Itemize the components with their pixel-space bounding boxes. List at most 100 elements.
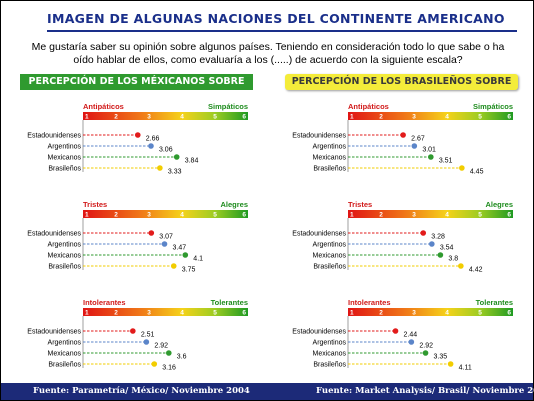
scale-tick-label: 1 bbox=[350, 114, 354, 121]
data-value-label: 3.75 bbox=[182, 267, 196, 274]
scale-label-negative: Antipáticos bbox=[83, 102, 124, 111]
data-value-label: 3.33 bbox=[168, 169, 182, 176]
scale-tick-label: 4 bbox=[180, 114, 184, 121]
title-underline bbox=[47, 30, 517, 32]
scale-label-positive: Tolerantes bbox=[211, 298, 248, 307]
row-label: Mexicanos bbox=[313, 155, 347, 162]
scale-label-positive: Tolerantes bbox=[476, 298, 513, 307]
scale-tick-label: 4 bbox=[445, 310, 449, 317]
data-value-label: 2.92 bbox=[419, 343, 433, 350]
data-value-label: 4.11 bbox=[459, 365, 472, 372]
scale-gradient-bar bbox=[348, 308, 513, 316]
data-point bbox=[400, 132, 406, 138]
scale-gradient-bar bbox=[348, 112, 513, 120]
data-point bbox=[166, 350, 172, 356]
charts-canvas: Antipáticos Simpáticos 1 2 3 4 5 6 Estadounidens… bbox=[27, 102, 513, 372]
scale-label-negative: Intolerantes bbox=[348, 298, 391, 307]
scale-tick-label: 1 bbox=[350, 310, 354, 317]
data-point bbox=[392, 328, 399, 334]
chart-panel-brasil-antipaticos: Antipáticos Simpáticos 1 2 3 4 5 6 Estadounidens… bbox=[292, 102, 513, 176]
scale-tick-label: 6 bbox=[242, 310, 246, 317]
row-label: Estadounidenses bbox=[292, 329, 346, 336]
chart-panel-mexico-tristes: Tristes Alegres 1 2 3 4 5 6 Estadounidenses 3.07 A… bbox=[27, 200, 248, 274]
data-value-label: 3.84 bbox=[185, 158, 199, 165]
scale-tick-label: 5 bbox=[213, 310, 217, 317]
data-point bbox=[134, 132, 141, 138]
scale-tick-label: 3 bbox=[412, 114, 416, 121]
scale-label-positive: Alegres bbox=[220, 200, 248, 209]
scale-label-positive: Simpáticos bbox=[208, 102, 248, 111]
row-label: Argentinos bbox=[48, 242, 82, 249]
row-label: Mexicanos bbox=[313, 351, 347, 358]
data-value-label: 2.66 bbox=[146, 136, 160, 143]
row-label: Estadounidenses bbox=[27, 231, 81, 238]
scale-tick-label: 4 bbox=[180, 212, 184, 219]
scale-tick-label: 2 bbox=[379, 212, 383, 219]
data-value-label: 4.45 bbox=[470, 169, 484, 176]
scale-tick-label: 5 bbox=[478, 310, 482, 317]
scale-tick-label: 3 bbox=[412, 212, 416, 219]
data-value-label: 3.16 bbox=[162, 365, 176, 372]
data-point bbox=[437, 252, 444, 258]
scale-tick-label: 4 bbox=[445, 212, 449, 219]
scale-tick-label: 1 bbox=[85, 212, 89, 219]
data-point bbox=[148, 143, 154, 149]
survey-question: Me gustaría saber su opinión sobre algun… bbox=[31, 41, 505, 66]
data-point bbox=[459, 165, 465, 171]
scale-tick-label: 6 bbox=[242, 114, 246, 121]
scale-gradient-bar bbox=[83, 210, 248, 218]
data-point bbox=[428, 154, 434, 160]
scale-tick-label: 5 bbox=[213, 212, 217, 219]
scale-tick-label: 3 bbox=[147, 212, 151, 219]
data-value-label: 3.06 bbox=[159, 147, 173, 154]
scale-tick-label: 4 bbox=[445, 114, 449, 121]
scale-tick-label: 6 bbox=[242, 212, 246, 219]
data-value-label: 4.42 bbox=[469, 267, 483, 274]
data-value-label: 2.51 bbox=[141, 332, 155, 339]
chart-panel-brasil-tristes: Tristes Alegres 1 2 3 4 5 6 Estadounidenses 3.28 A… bbox=[292, 200, 513, 274]
scale-tick-label: 1 bbox=[350, 212, 354, 219]
scale-tick-label: 5 bbox=[478, 114, 482, 121]
data-value-label: 2.67 bbox=[411, 136, 425, 143]
data-value-label: 3.35 bbox=[434, 354, 448, 361]
data-point bbox=[429, 241, 435, 247]
scale-tick-label: 2 bbox=[379, 114, 383, 121]
chart-panel-mexico-antipaticos: Antipáticos Simpáticos 1 2 3 4 5 6 Estadounidens… bbox=[27, 102, 248, 176]
row-label: Brasileños bbox=[313, 166, 346, 173]
scale-tick-label: 2 bbox=[114, 212, 118, 219]
row-label: Argentinos bbox=[313, 144, 347, 151]
data-value-label: 3.8 bbox=[448, 256, 458, 263]
row-label: Mexicanos bbox=[48, 253, 82, 260]
data-value-label: 4.1 bbox=[193, 256, 203, 263]
scale-tick-label: 6 bbox=[507, 310, 511, 317]
row-label: Argentinos bbox=[48, 340, 82, 347]
scale-tick-label: 3 bbox=[147, 310, 151, 317]
row-label: Argentinos bbox=[313, 242, 347, 249]
row-label: Estadounidenses bbox=[292, 231, 346, 238]
row-label: Mexicanos bbox=[48, 351, 82, 358]
scale-gradient-bar bbox=[348, 210, 513, 218]
page-title: IMAGEN DE ALGUNAS NACIONES DEL CONTINENT… bbox=[47, 11, 505, 26]
scale-tick-label: 2 bbox=[379, 310, 383, 317]
footer-bar: Fuente: Parametría/ México/ Noviembre 20… bbox=[1, 383, 534, 400]
row-label: Estadounidenses bbox=[27, 329, 81, 336]
data-point bbox=[458, 263, 464, 269]
row-label: Estadounidenses bbox=[27, 133, 81, 140]
scale-gradient-bar bbox=[83, 112, 248, 120]
row-label: Brasileños bbox=[48, 166, 81, 173]
data-value-label: 3.28 bbox=[431, 234, 445, 241]
scale-label-negative: Tristes bbox=[83, 200, 107, 209]
data-point bbox=[182, 252, 189, 258]
scale-label-negative: Antipáticos bbox=[348, 102, 389, 111]
data-value-label: 3.07 bbox=[159, 234, 173, 241]
scale-tick-label: 6 bbox=[507, 114, 511, 121]
scale-tick-label: 2 bbox=[114, 310, 118, 317]
data-point bbox=[157, 165, 163, 171]
data-point bbox=[411, 143, 418, 149]
data-point bbox=[151, 361, 158, 367]
data-point bbox=[148, 230, 155, 236]
footer-source-brasil: Fuente: Market Analysis/ Brasil/ Noviemb… bbox=[316, 386, 534, 396]
data-point bbox=[143, 339, 150, 345]
row-label: Brasileños bbox=[48, 362, 81, 369]
scale-tick-label: 3 bbox=[412, 310, 416, 317]
